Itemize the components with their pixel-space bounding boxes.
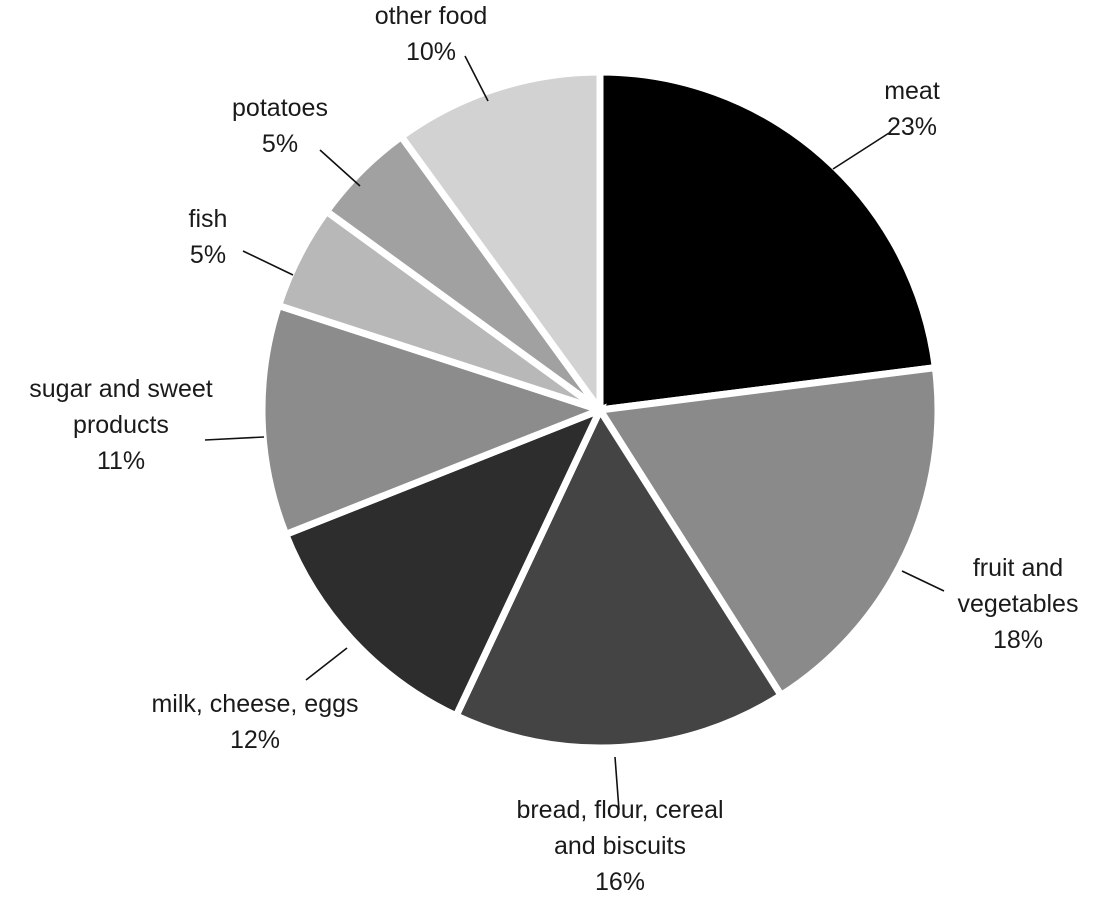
leader-line [305,647,348,681]
slice-percent: 10% [406,38,456,66]
slice-name: sugar and sweet [29,375,213,403]
leader-lines [204,55,945,811]
slice-name: fruit and [973,554,1063,582]
slice-percent: 23% [887,113,937,141]
leader-line [204,436,265,441]
slice-name: potatoes [232,94,328,122]
pie-slice-milk-cheese-eggs [281,403,607,721]
slice-percent: 12% [230,726,280,754]
slice-name: vegetables [958,590,1079,618]
leader-line [242,250,294,276]
slice-name: other food [375,2,488,30]
slice-name: fish [189,205,228,233]
slice-label: other food 10% [375,2,488,66]
slice-name: milk, cheese, eggs [151,690,358,718]
slice-label: bread, flour, cereal and biscuits 16% [516,796,723,896]
pie-slices [258,68,942,752]
pie-slice-bread-flour-cereal-and-biscuits [451,402,786,752]
slice-name: and biscuits [554,832,686,860]
pie-slice-other-food [396,68,604,421]
slice-name: meat [884,77,940,105]
slice-labels: meat 23% fruit and vegetables 18% bread, flou… [29,2,1078,896]
leader-line [464,55,489,102]
pie-slice-fruit-and-vegetables [594,363,942,701]
slice-label: meat 23% [884,77,940,141]
slice-percent: 5% [190,241,226,269]
slice-percent: 16% [595,868,645,896]
slice-name: bread, flour, cereal [516,796,723,824]
slice-label: milk, cheese, eggs 12% [151,690,358,754]
slice-percent: 11% [97,447,145,475]
leader-line [901,570,945,592]
slice-label: potatoes 5% [232,94,328,158]
slice-name: products [73,411,169,439]
pie-slice-sugar-and-sweet-products [258,301,611,539]
slice-percent: 5% [262,130,298,158]
slice-label: fish 5% [189,205,228,269]
slice-label: sugar and sweet products 11% [29,375,213,475]
leader-line [319,149,361,187]
pie-slice-meat [596,68,940,414]
leader-line [832,132,890,170]
slice-percent: 18% [993,626,1043,654]
slice-label: fruit and vegetables 18% [958,554,1079,654]
leader-line [614,756,620,811]
